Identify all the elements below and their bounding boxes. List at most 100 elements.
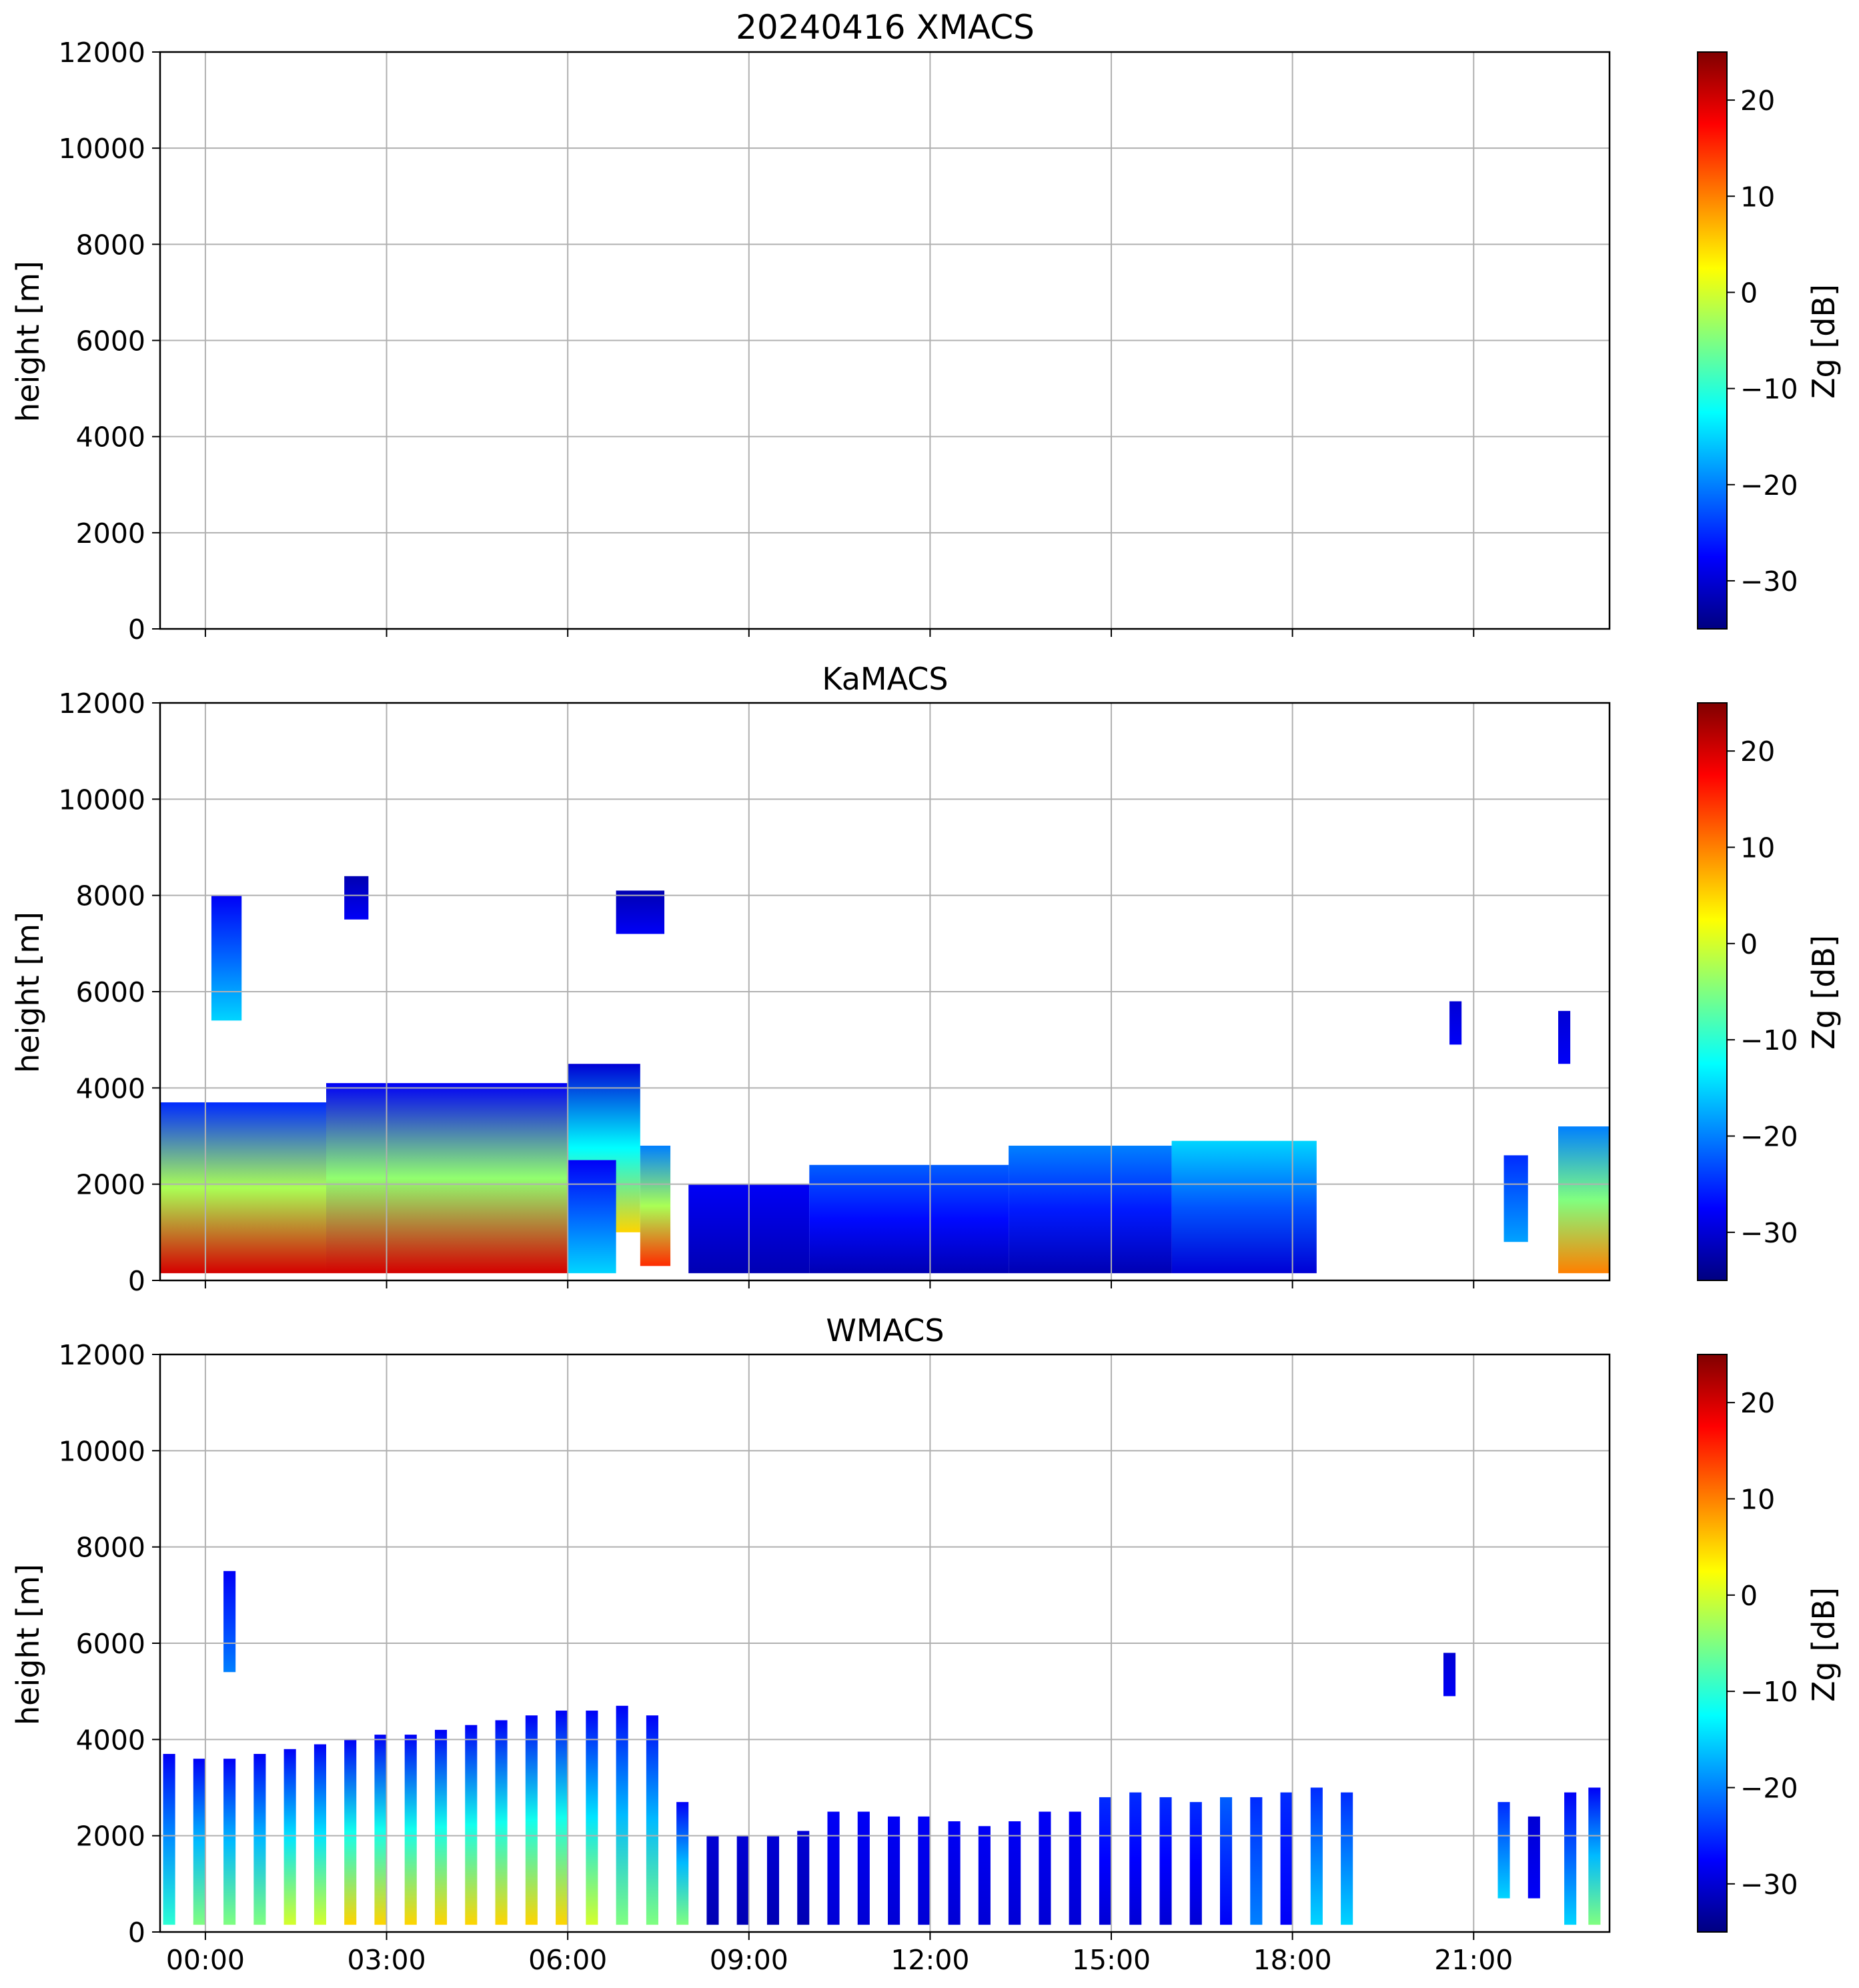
colorbar: 20 10 0 −10 −20 −30 Zg [dB] xyxy=(1697,702,1842,1281)
panel-wmacs: WMACS height [m] 0 2000 4000 6000 8000 10000 1… xyxy=(10,1312,1842,1976)
echo-region xyxy=(948,1821,961,1925)
colorbar-tick-label: 20 xyxy=(1740,1387,1775,1419)
colorbar-tick-label: 0 xyxy=(1740,1580,1758,1612)
y-tick-label: 0 xyxy=(128,1265,145,1297)
colorbar-gradient xyxy=(1697,1354,1728,1933)
x-tick-label: 12:00 xyxy=(890,1944,969,1976)
echo-region xyxy=(646,1715,658,1925)
echo-region xyxy=(1564,1792,1577,1925)
colorbar-tick-label: 10 xyxy=(1740,1484,1775,1516)
colorbar-label: Zg [dB] xyxy=(1806,284,1842,399)
x-tick-label: 03:00 xyxy=(347,1944,426,1976)
echo-region xyxy=(1527,1816,1540,1899)
colorbar-tick-label: −10 xyxy=(1740,1676,1798,1708)
echo-region xyxy=(827,1811,840,1925)
echo-region xyxy=(223,1571,236,1673)
y-tick-label: 10000 xyxy=(59,1435,145,1467)
x-tick-label: 21:00 xyxy=(1434,1944,1513,1976)
echo-region xyxy=(1280,1792,1293,1925)
echo-region xyxy=(1310,1787,1323,1925)
x-tick-label: 09:00 xyxy=(710,1944,788,1976)
echo-region xyxy=(616,890,665,934)
y-tick-label: 12000 xyxy=(59,688,145,720)
y-tick-label: 8000 xyxy=(76,229,145,261)
colorbar-tick-label: 10 xyxy=(1740,181,1775,213)
colorbar: 20 10 0 −10 −20 −30 Zg [dB] xyxy=(1697,51,1842,630)
echo-region xyxy=(1189,1802,1202,1925)
echo-region xyxy=(706,1835,719,1925)
colorbar-gradient xyxy=(1697,51,1728,630)
echo-region xyxy=(163,1753,175,1925)
plot-area: 0 2000 4000 6000 8000 10000 12000 xyxy=(59,688,1611,1297)
colorbar-label: Zg [dB] xyxy=(1806,935,1842,1050)
echo-region xyxy=(1497,1802,1510,1899)
plot-area: 0 2000 4000 6000 8000 10000 12000 00:00 03:00 06:… xyxy=(59,1339,1611,1976)
colorbar-tick-label: 20 xyxy=(1740,736,1775,768)
colorbar-tick-label: 0 xyxy=(1740,277,1758,309)
y-tick-label: 6000 xyxy=(76,976,145,1008)
colorbar-tick-label: 20 xyxy=(1740,85,1775,117)
echo-region xyxy=(1069,1811,1081,1925)
colorbar-tick-label: −30 xyxy=(1740,566,1798,598)
y-tick-label: 12000 xyxy=(59,1339,145,1371)
colorbar-tick-label: −20 xyxy=(1740,1773,1798,1805)
x-tick-label: 00:00 xyxy=(166,1944,245,1976)
echo-region xyxy=(1443,1653,1456,1697)
y-tick-label: 0 xyxy=(128,1917,145,1949)
echo-region xyxy=(193,1759,205,1925)
y-axis-label: height [m] xyxy=(10,261,46,422)
echo-region xyxy=(857,1811,870,1925)
y-tick-label: 10000 xyxy=(59,133,145,165)
y-axis-label: height [m] xyxy=(10,912,46,1073)
echo-region xyxy=(766,1835,780,1925)
echo-region xyxy=(1159,1797,1172,1925)
y-tick-label: 2000 xyxy=(76,1169,145,1201)
panel-title: 20240416 XMACS xyxy=(736,8,1035,47)
colorbar-tick-label: −20 xyxy=(1740,469,1798,502)
echo-region xyxy=(1009,1821,1021,1925)
colorbar-gradient xyxy=(1697,702,1728,1281)
echo-region xyxy=(1009,1145,1172,1274)
y-tick-label: 4000 xyxy=(76,1072,145,1104)
echo-region xyxy=(374,1735,387,1925)
echo-region xyxy=(344,876,369,920)
y-tick-label: 2000 xyxy=(76,518,145,550)
colorbar-tick-label: −20 xyxy=(1740,1121,1798,1153)
y-tick-label: 8000 xyxy=(76,1532,145,1564)
echo-region xyxy=(1250,1797,1263,1925)
echo-region xyxy=(253,1753,266,1925)
echo-region xyxy=(640,1145,671,1266)
echo-region xyxy=(1449,1001,1462,1045)
echo-region xyxy=(568,1160,616,1274)
echo-region xyxy=(1558,1010,1571,1064)
y-tick-label: 4000 xyxy=(76,421,145,453)
echo-region xyxy=(1171,1140,1317,1274)
x-tick-label: 06:00 xyxy=(528,1944,607,1976)
echo-region xyxy=(1503,1155,1528,1242)
echo-region xyxy=(314,1744,326,1925)
plot-area: 0 2000 4000 6000 8000 10000 12000 xyxy=(59,37,1611,646)
panel-title: WMACS xyxy=(826,1312,944,1348)
echo-region xyxy=(736,1835,749,1925)
echo-region xyxy=(1558,1126,1610,1274)
y-tick-label: 10000 xyxy=(59,784,145,816)
y-tick-label: 8000 xyxy=(76,880,145,912)
y-axis-label: height [m] xyxy=(10,1564,46,1725)
echo-region xyxy=(495,1720,508,1925)
echo-region xyxy=(1129,1792,1142,1925)
echo-region xyxy=(404,1735,417,1925)
echo-region xyxy=(616,1705,628,1925)
echo-region xyxy=(525,1715,538,1925)
panel-xmacs: 20240416 XMACS height [m] 0 2000 4000 6000 8… xyxy=(10,8,1842,646)
echo-region xyxy=(1341,1792,1353,1925)
echo-region xyxy=(344,1739,357,1925)
y-tick-label: 6000 xyxy=(76,325,145,357)
echo-region xyxy=(160,1102,326,1274)
y-tick-label: 4000 xyxy=(76,1724,145,1756)
echo-region xyxy=(556,1711,568,1925)
echo-region xyxy=(1099,1797,1112,1925)
echo-region xyxy=(676,1802,689,1925)
panel-title: KaMACS xyxy=(822,661,948,697)
colorbar: 20 10 0 −10 −20 −30 Zg [dB] xyxy=(1697,1354,1842,1933)
